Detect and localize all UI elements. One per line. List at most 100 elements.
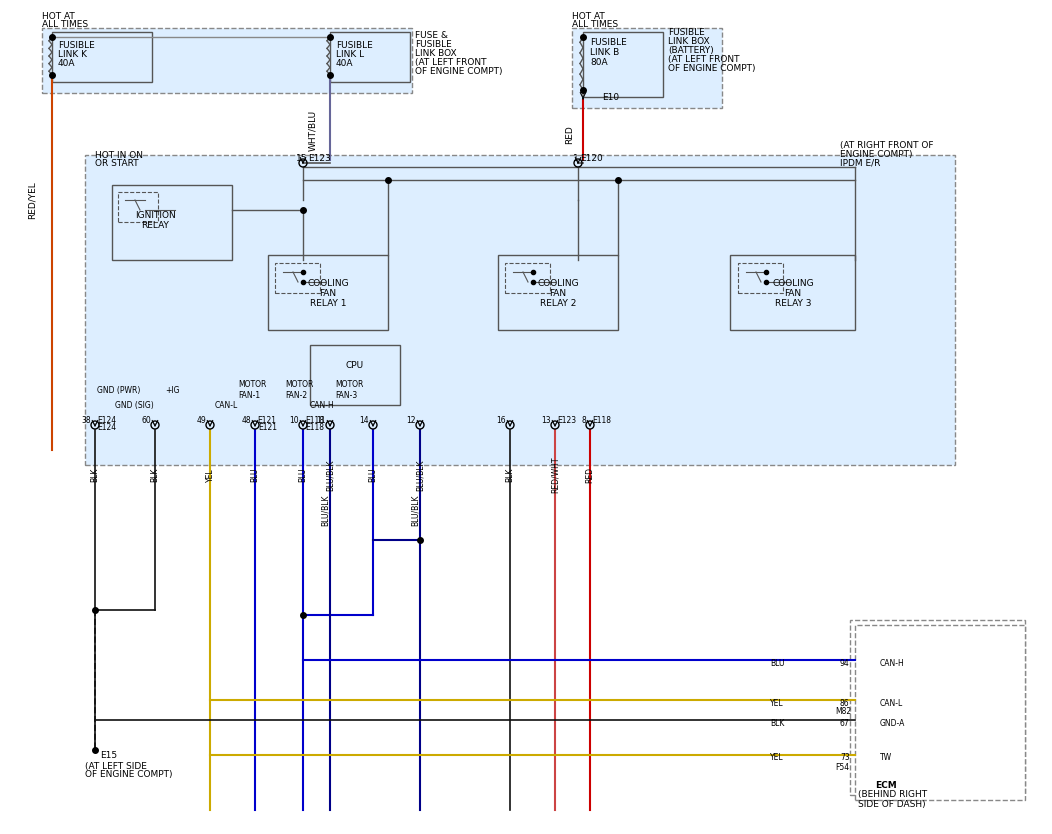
Bar: [310, 345, 400, 405]
Text: (AT RIGHT FRONT OF: (AT RIGHT FRONT OF: [839, 140, 933, 149]
Text: OF ENGINE COMPT): OF ENGINE COMPT): [668, 63, 755, 73]
Text: 16: 16: [497, 415, 506, 425]
Text: RED/YEL: RED/YEL: [27, 181, 37, 219]
Text: RED: RED: [586, 467, 594, 483]
Bar: [112, 185, 232, 260]
Text: CAN-L: CAN-L: [215, 400, 238, 409]
Text: HOT IN ON: HOT IN ON: [95, 150, 143, 159]
Text: 73: 73: [839, 753, 850, 762]
Bar: [855, 625, 1025, 800]
Text: FAN: FAN: [785, 289, 802, 298]
Text: CAN-L: CAN-L: [881, 699, 904, 707]
Text: YEL: YEL: [205, 468, 215, 482]
Text: WHT/BLU: WHT/BLU: [308, 109, 318, 151]
Text: 60: 60: [141, 415, 151, 425]
Text: IGNITION: IGNITION: [135, 210, 176, 219]
Text: 80A: 80A: [590, 58, 608, 67]
Text: (AT LEFT SIDE: (AT LEFT SIDE: [85, 761, 147, 771]
Text: FUSIBLE: FUSIBLE: [668, 28, 705, 37]
Text: ENGINE COMPT): ENGINE COMPT): [839, 149, 912, 158]
Text: YEL: YEL: [770, 753, 784, 762]
Text: E123: E123: [308, 153, 330, 163]
Text: 49: 49: [197, 415, 206, 425]
Text: BLU/BLK: BLU/BLK: [410, 495, 420, 525]
Text: BLK: BLK: [90, 468, 100, 482]
Text: SIDE OF DASH): SIDE OF DASH): [858, 801, 926, 810]
Text: E15: E15: [100, 751, 117, 761]
Bar: [730, 255, 855, 330]
Text: RELAY 2: RELAY 2: [540, 299, 576, 308]
Text: LINK L: LINK L: [336, 49, 364, 58]
Text: ECM: ECM: [875, 781, 896, 790]
Bar: [85, 155, 955, 465]
Text: +IG: +IG: [165, 385, 180, 394]
Bar: [850, 620, 1025, 795]
Text: FUSIBLE: FUSIBLE: [336, 41, 372, 49]
Text: GND-A: GND-A: [881, 719, 906, 727]
Text: COOLING: COOLING: [772, 279, 814, 288]
Bar: [498, 255, 618, 330]
Text: E123: E123: [557, 415, 576, 425]
Text: MOTOR
FAN-2: MOTOR FAN-2: [285, 380, 313, 399]
Text: BLU: BLU: [368, 468, 378, 482]
Text: (BATTERY): (BATTERY): [668, 46, 713, 54]
Text: FAN: FAN: [549, 289, 567, 298]
Text: 12: 12: [406, 415, 416, 425]
Text: OR START: OR START: [95, 158, 139, 168]
Text: 48: 48: [241, 415, 251, 425]
Text: LINK K: LINK K: [58, 49, 87, 58]
Text: LINK BOX: LINK BOX: [414, 48, 457, 58]
Text: TW: TW: [881, 753, 892, 762]
Text: FUSIBLE: FUSIBLE: [414, 39, 451, 48]
Text: ALL TIMES: ALL TIMES: [572, 19, 619, 28]
Bar: [275, 263, 320, 293]
Text: CAN-H: CAN-H: [881, 659, 905, 667]
Text: 67: 67: [839, 719, 850, 727]
Bar: [330, 32, 410, 82]
Text: ALL TIMES: ALL TIMES: [42, 19, 88, 28]
Text: RELAY 3: RELAY 3: [774, 299, 811, 308]
Text: COOLING: COOLING: [538, 279, 579, 288]
Text: GND (SIG): GND (SIG): [115, 400, 154, 409]
Text: BLU: BLU: [770, 659, 785, 667]
Text: RED/WHT: RED/WHT: [550, 457, 560, 493]
Bar: [583, 32, 663, 97]
Text: RELAY: RELAY: [141, 220, 169, 229]
Bar: [505, 263, 550, 293]
Text: M82: M82: [835, 707, 851, 716]
Text: HOT AT: HOT AT: [572, 12, 605, 21]
Text: OF ENGINE COMPT): OF ENGINE COMPT): [85, 771, 173, 780]
Text: 13: 13: [542, 415, 551, 425]
Text: 14: 14: [360, 415, 369, 425]
Text: CAN-H: CAN-H: [310, 400, 335, 409]
Text: LINK B: LINK B: [590, 48, 620, 57]
Text: BLU: BLU: [250, 468, 260, 482]
Text: 86: 86: [839, 699, 850, 707]
Text: FUSIBLE: FUSIBLE: [58, 41, 95, 49]
Text: (BEHIND RIGHT: (BEHIND RIGHT: [858, 791, 927, 800]
Text: 94: 94: [839, 659, 850, 667]
Text: HOT AT: HOT AT: [42, 12, 75, 21]
Text: E124: E124: [97, 415, 116, 425]
Text: 38: 38: [81, 415, 92, 425]
Text: IPDM E/R: IPDM E/R: [839, 158, 881, 168]
Bar: [572, 28, 722, 108]
Text: RELAY 1: RELAY 1: [309, 299, 346, 308]
Text: BLK: BLK: [150, 468, 160, 482]
Text: E120: E120: [580, 153, 603, 163]
Text: E121: E121: [257, 415, 276, 425]
Bar: [42, 28, 412, 93]
Text: 10: 10: [289, 415, 299, 425]
Text: MOTOR
FAN-1: MOTOR FAN-1: [238, 380, 266, 399]
Text: 11: 11: [317, 415, 326, 425]
Text: RED: RED: [566, 126, 574, 144]
Text: (AT LEFT FRONT: (AT LEFT FRONT: [414, 58, 486, 67]
Text: 40A: 40A: [58, 58, 76, 68]
Bar: [268, 255, 388, 330]
Text: BLU: BLU: [299, 468, 307, 482]
Text: MOTOR
FAN-3: MOTOR FAN-3: [335, 380, 363, 399]
Bar: [118, 192, 158, 222]
Text: COOLING: COOLING: [307, 279, 349, 288]
Text: OF ENGINE COMPT): OF ENGINE COMPT): [414, 67, 503, 76]
Text: E124: E124: [97, 423, 116, 431]
